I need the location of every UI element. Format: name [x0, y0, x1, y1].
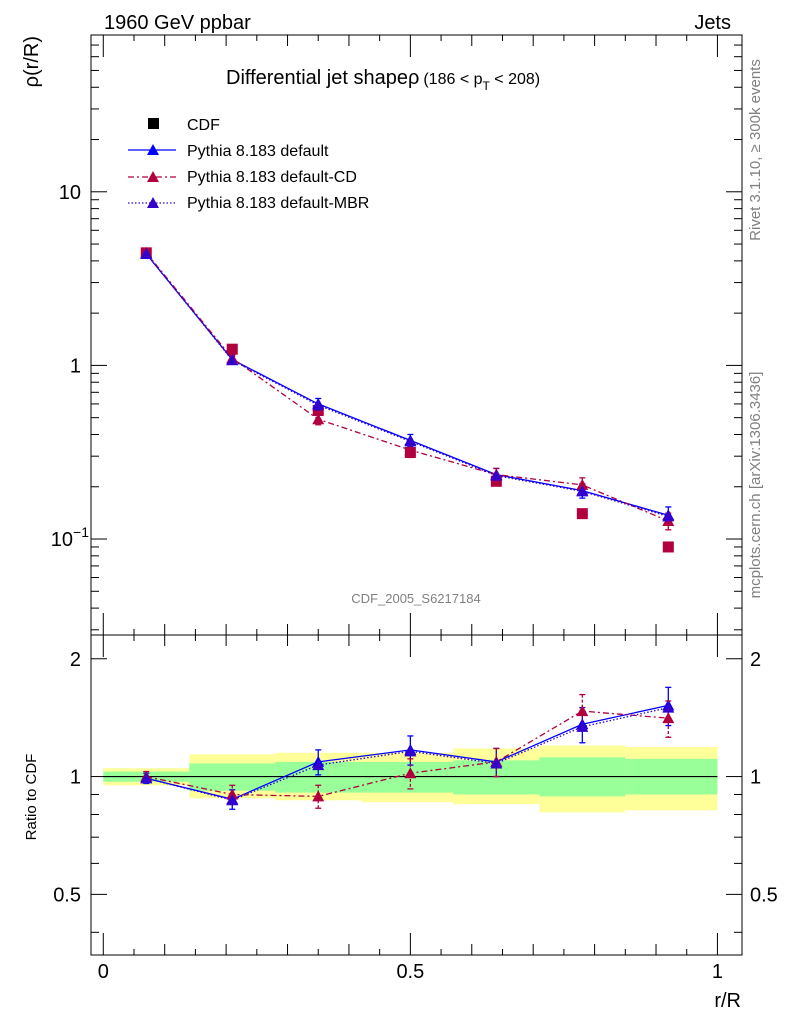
- series-marker: [576, 485, 589, 497]
- legend-marker-cdf: [148, 118, 159, 129]
- cdf-point: [312, 404, 324, 416]
- mcplots-label: mcplots.cern.ch [arXiv:1306.3436]: [747, 372, 764, 599]
- ratio-y-tick-label-right: 1: [750, 767, 761, 789]
- ratio-marker: [312, 759, 325, 771]
- series-marker: [226, 354, 239, 366]
- ratio-marker: [662, 712, 675, 724]
- series-line: [145, 253, 669, 516]
- x-tick-label: 0: [98, 961, 109, 983]
- ratio-marker: [576, 720, 589, 732]
- legend-label-cd: Pythia 8.183 default-CD: [187, 169, 357, 186]
- series-marker: [404, 435, 417, 447]
- ratio-marker: [140, 772, 153, 784]
- legend-marker-cd: [147, 171, 159, 182]
- y-tick-label: 10−1: [51, 524, 89, 551]
- ratio-y-tick-label-left: 0.5: [53, 884, 81, 906]
- ratio-plot-content: [103, 686, 718, 813]
- ratio-y-tick-label-right: 0.5: [750, 884, 778, 906]
- x-tick-label: 1: [712, 961, 723, 983]
- main-axis-ticks: 10−1 1 10: [51, 34, 742, 635]
- ratio-marker: [226, 794, 239, 806]
- series-line: [145, 253, 669, 518]
- legend-label-mbr: Pythia 8.183 default-MBR: [187, 195, 369, 212]
- ratio-y-tick-label-right: 2: [750, 649, 761, 671]
- series-marker: [404, 444, 417, 456]
- cdf-point: [662, 541, 674, 553]
- legend-marker-mbr: [147, 197, 159, 208]
- ratio-marker: [576, 705, 589, 717]
- ratio-y-label: Ratio to CDF: [23, 754, 40, 841]
- series-marker: [662, 510, 675, 522]
- y-tick-label: 10: [59, 182, 81, 204]
- series-marker: [140, 247, 153, 259]
- ratio-marker: [312, 790, 325, 802]
- legend-label-default: Pythia 8.183 default: [187, 143, 329, 160]
- main-plot-content: [140, 246, 675, 553]
- watermark: CDF_2005_S6217184: [351, 591, 480, 606]
- series-marker: [312, 399, 325, 411]
- ratio-marker: [404, 767, 417, 779]
- main-y-label: ρ(r/R): [21, 36, 43, 87]
- ratio-panel: 0.5 0.5 1 1 2 2 0 0.5 1 Ratio to CDF r/R: [23, 634, 778, 1012]
- header-right: Jets: [694, 12, 731, 34]
- main-panel: 10−1 1 10 Differential jet shapeρ (186 < pT…: [21, 34, 743, 636]
- ratio-frame: [90, 634, 743, 956]
- series-marker: [312, 413, 325, 425]
- series-line: [145, 252, 669, 522]
- ratio-marker: [404, 745, 417, 757]
- rivet-label: Rivet 3.1.10, ≥ 300k events: [747, 59, 764, 241]
- y-tick-label: 1: [70, 355, 81, 377]
- header-left: 1960 GeV ppbar: [104, 12, 251, 34]
- series-marker: [490, 469, 503, 481]
- ratio-y-tick-label-left: 2: [70, 649, 81, 671]
- ratio-y-tick-label-left: 1: [70, 767, 81, 789]
- ratio-marker: [490, 757, 503, 769]
- cdf-point: [226, 343, 238, 355]
- x-axis-label: r/R: [714, 990, 741, 1012]
- ratio-marker: [226, 788, 239, 800]
- legend-marker-default: [147, 144, 159, 155]
- cdf-point: [576, 508, 588, 520]
- legend: CDF Pythia 8.183 default Pythia 8.183 de…: [128, 117, 369, 212]
- x-tick-label: 0.5: [396, 961, 424, 983]
- ratio-marker: [662, 701, 675, 713]
- series-marker: [576, 478, 589, 490]
- ratio-axis-ticks: 0.5 0.5 1 1 2 2 0 0.5 1: [53, 635, 778, 983]
- main-title: Differential jet shapeρ (186 < pT < 208): [226, 67, 540, 93]
- legend-label-cdf: CDF: [187, 117, 220, 134]
